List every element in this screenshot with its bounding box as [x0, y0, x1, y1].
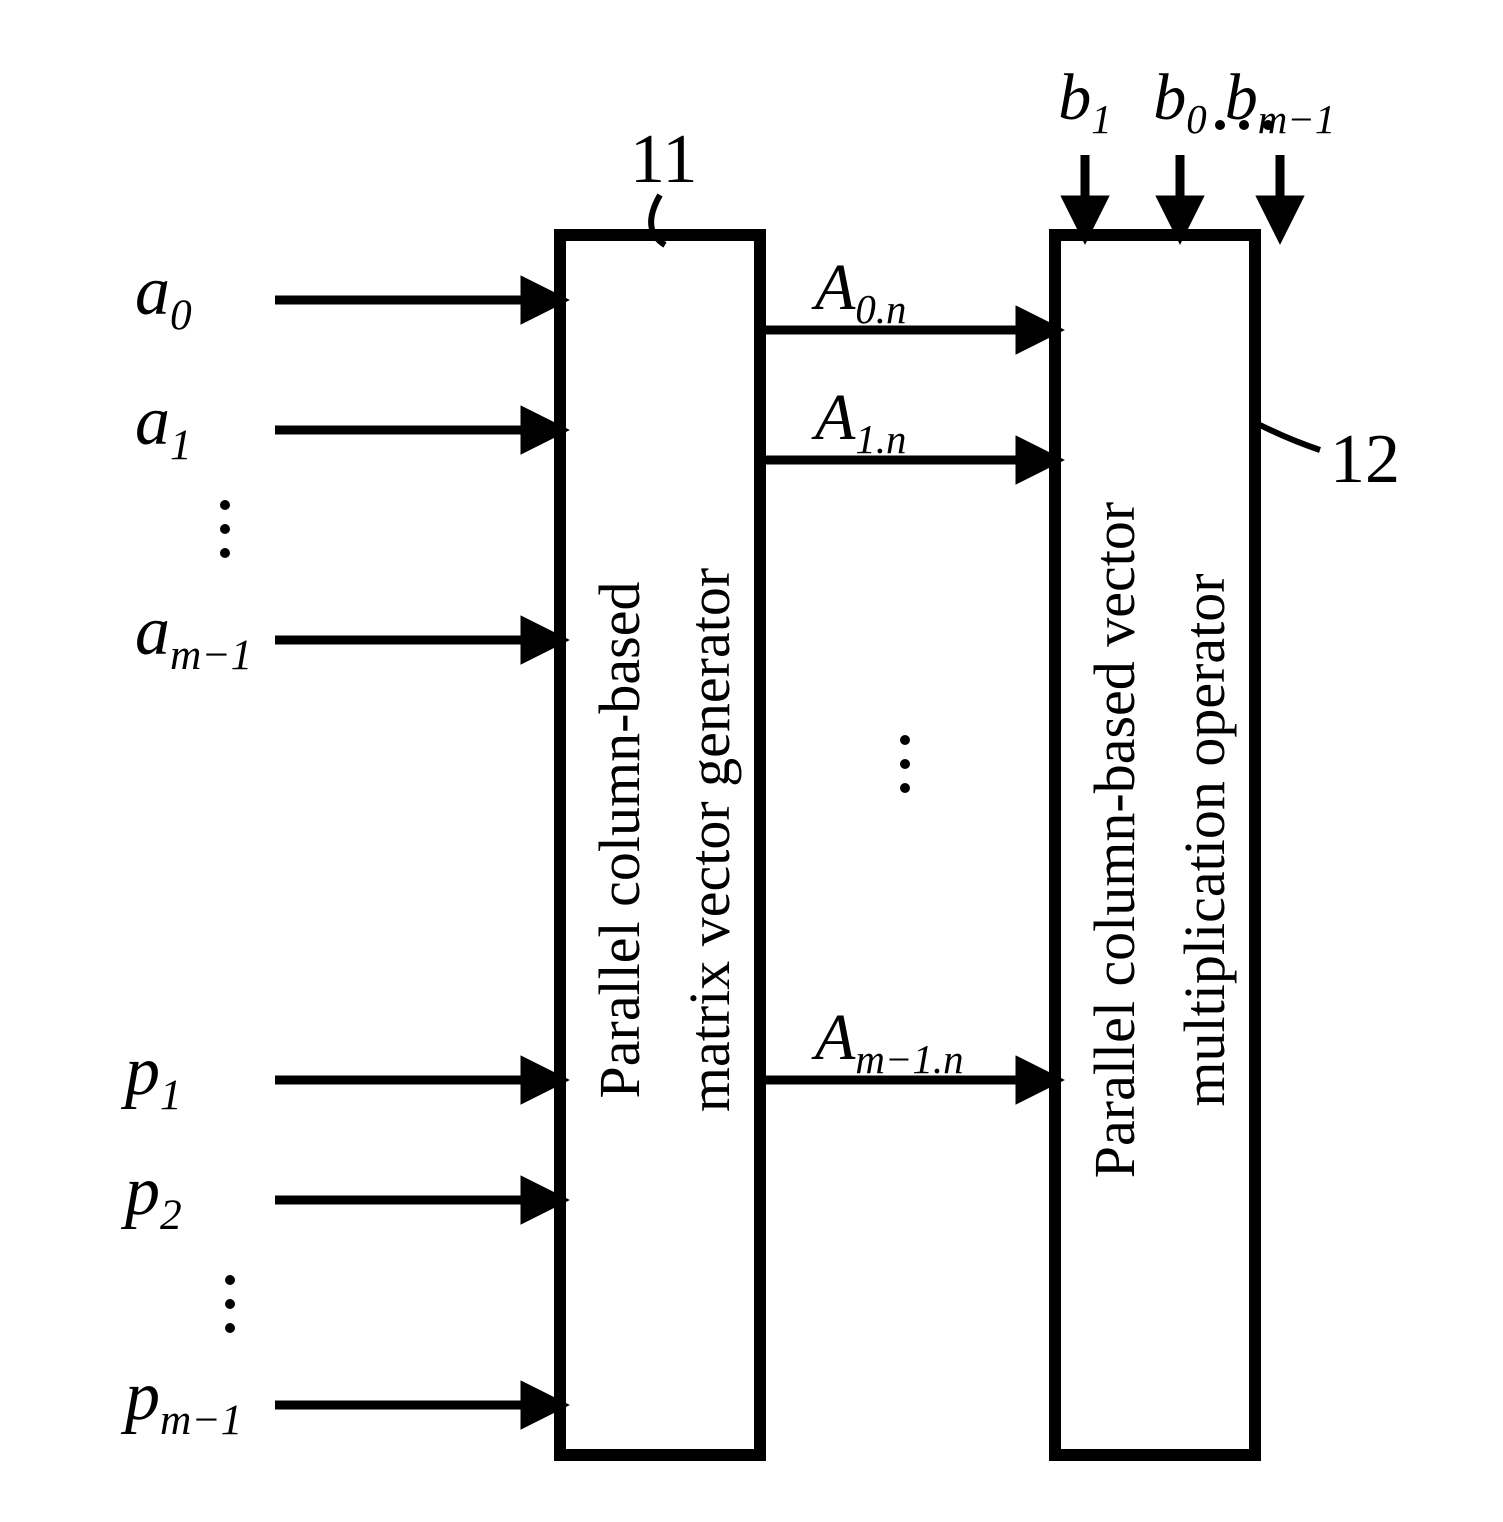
signal-A-2-label: Am−1.n — [815, 1000, 964, 1083]
input-b-0-label: b1 — [1058, 60, 1111, 143]
input-a-1-label: a1 — [135, 382, 192, 470]
middle-signals-ellipsis — [900, 735, 910, 793]
block-generator-text: Parallel column-based matrix vector gene… — [575, 245, 755, 1435]
ref-12: 12 — [1330, 420, 1400, 500]
input-p-0-label: p1 — [125, 1032, 182, 1120]
ref-11: 11 — [630, 120, 697, 200]
ref-12-leader — [1260, 425, 1320, 450]
input-b-1-label: b0 — [1153, 60, 1206, 143]
a-inputs-ellipsis — [220, 500, 230, 558]
input-p-2-label: pm−1 — [125, 1357, 242, 1445]
input-a-2-label: am−1 — [135, 592, 252, 680]
block-multiplier-text: Parallel column-based vector multiplicat… — [1070, 245, 1250, 1435]
input-p-1-label: p2 — [125, 1152, 182, 1240]
input-a-0-label: a0 — [135, 252, 192, 340]
input-b-2-label: bm−1 — [1225, 60, 1336, 143]
signal-A-1-label: A1.n — [815, 380, 906, 463]
signal-A-0-label: A0.n — [815, 250, 906, 333]
p-inputs-ellipsis — [225, 1275, 235, 1333]
